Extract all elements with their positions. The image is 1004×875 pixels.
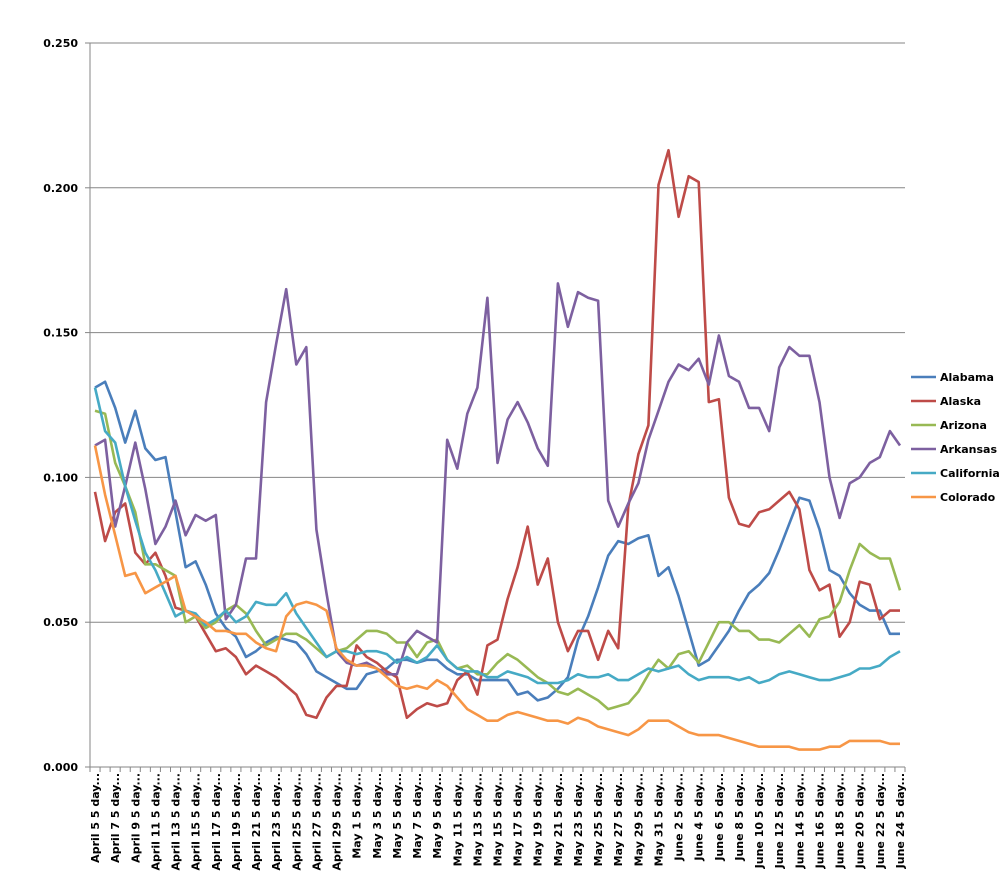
legend-label-alaska: Alaska [940,395,981,408]
legend-label-colorado: Colorado [940,491,996,504]
x-tick-label: June 20 5 day... [854,773,867,869]
x-tick-label: May 21 5 day... [552,773,565,866]
series-line-colorado [93,445,900,751]
legend-label-arkansas: Arkansas [940,443,997,456]
y-tick-label: 0.150 [43,327,78,340]
x-tick-label: May 29 5 day... [632,773,645,866]
y-tick-label: 0.050 [43,616,78,629]
x-tick-label: June 14 5 day... [793,773,806,869]
x-tick-label: April 17 5 day... [210,773,223,870]
x-tick-label: June 22 5 day... [874,773,887,869]
y-tick-label: 0.100 [43,471,78,484]
x-tick-label: June 8 5 day... [733,773,746,862]
x-tick-label: June 12 5 day... [773,773,786,869]
x-tick-label: June 24 5 day... [894,773,907,869]
x-tick-label: May 19 5 day... [532,773,545,866]
x-tick-label: April 7 5 day... [109,773,122,863]
x-tick-label: June 4 5 day... [693,773,706,862]
x-axis: April 5 5 day... April 7 5 day... April 9 … [89,766,907,870]
legend: Alabama Alaska Arizona Arkansas California Co… [911,371,1000,504]
x-tick-label: May 13 5 day... [471,773,484,866]
x-tick-label: May 25 5 day... [592,773,605,866]
x-tick-label: May 15 5 day... [492,773,505,866]
x-tick-label: June 10 5 day... [753,773,766,869]
x-tick-label: May 1 5 day... [351,773,364,859]
y-axis: 0.000 0.050 0.100 0.150 0.200 0.250 [43,37,91,774]
x-tick-label: April 29 5 day... [331,773,344,870]
x-tick-label: June 16 5 day... [813,773,826,869]
x-tick-label: April 25 5 day... [290,773,303,870]
x-tick-label: May 31 5 day... [652,773,665,866]
x-tick-label: June 2 5 day... [673,773,686,862]
x-tick-label: June 18 5 day... [834,773,847,869]
x-tick-label: May 5 5 day... [391,773,404,859]
x-tick-label: May 23 5 day... [572,773,585,866]
series-line-arizona [94,409,902,711]
x-tick-label: May 27 5 day... [612,773,625,866]
legend-label-california: California [940,467,1000,480]
legend-label-arizona: Arizona [940,419,987,432]
series-line-alaska [93,148,900,720]
x-tick-label: April 9 5 day... [129,773,142,863]
series-line-california [93,387,901,685]
y-tick-label: 0.000 [43,761,78,774]
x-tick-label: April 27 5 day... [310,773,323,870]
x-tick-label: May 7 5 day... [411,773,424,859]
legend-label-alabama: Alabama [940,371,994,384]
y-tick-label: 0.250 [43,37,78,50]
x-tick-label: April 11 5 day... [149,773,162,870]
gridlines [90,42,905,623]
x-tick-label: May 9 5 day... [431,773,444,859]
x-tick-label: April 13 5 day... [170,773,183,870]
x-tick-label: April 19 5 day... [230,773,243,870]
x-tick-label: April 5 5 day... [89,773,102,863]
x-tick-label: May 3 5 day... [371,773,384,859]
x-tick-label: April 23 5 day... [270,773,283,870]
x-tick-label: May 17 5 day... [512,773,525,866]
y-tick-label: 0.200 [43,182,78,195]
x-tick-label: June 6 5 day... [713,773,726,862]
x-tick-label: April 21 5 day... [250,773,263,870]
x-tick-label: April 15 5 day... [190,773,203,870]
series-line-alabama [94,380,900,702]
series-lines [93,148,902,751]
x-tick-label: May 11 5 day... [451,773,464,866]
